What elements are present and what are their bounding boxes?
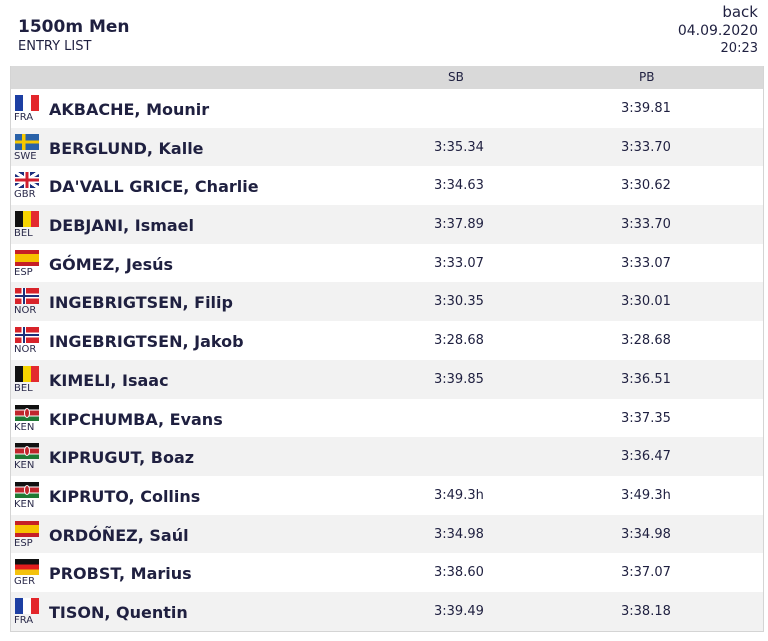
personal-best: 3:37.07	[621, 565, 671, 581]
season-best: 3:37.89	[434, 217, 484, 233]
table-row[interactable]: ESP ORDÓÑEZ, Saúl 3:34.98 3:34.98	[11, 514, 763, 554]
event-date: 04.09.2020	[677, 23, 758, 39]
table-row[interactable]: ESP GÓMEZ, Jesús 3:33.07 3:33.07	[11, 243, 763, 283]
country-flag-icon	[15, 95, 39, 111]
athlete-name[interactable]: AKBACHE, Mounir	[49, 100, 210, 119]
back-link[interactable]: back	[722, 3, 758, 21]
country-flag-icon	[15, 597, 39, 614]
kenya-shield-icon	[24, 446, 30, 457]
athlete-name[interactable]: INGEBRIGTSEN, Filip	[49, 293, 233, 313]
personal-best: 3:36.47	[621, 449, 671, 465]
season-best: 3:35.34	[434, 139, 484, 155]
country-flag-icon	[15, 211, 39, 228]
kenya-shield-icon	[24, 484, 30, 495]
personal-best: 3:39.81	[621, 101, 671, 116]
season-best: 3:28.68	[434, 333, 484, 349]
season-best: 3:49.3h	[434, 487, 484, 503]
personal-best: 3:33.70	[621, 139, 671, 155]
athlete-name[interactable]: KIPCHUMBA, Evans	[49, 409, 223, 429]
personal-best: 3:30.01	[621, 294, 671, 310]
personal-best: 3:37.35	[621, 410, 671, 426]
country-code: GBR	[14, 189, 36, 201]
athlete-name[interactable]: DA'VALL GRICE, Charlie	[49, 177, 259, 197]
country-flag-icon	[15, 365, 39, 382]
season-best: 3:34.63	[434, 178, 484, 194]
entry-list-table: SB PB FRA AKBACHE, Mounir 3:39.81 SWE BERGLU…	[10, 66, 764, 632]
country-code: SWE	[14, 150, 37, 162]
table-header: SB PB	[11, 66, 763, 89]
season-best: 3:39.85	[434, 371, 484, 387]
country-flag-icon	[15, 520, 39, 537]
table-row[interactable]: FRA AKBACHE, Mounir 3:39.81	[11, 89, 763, 128]
event-subtitle: ENTRY LIST	[18, 39, 92, 54]
table-body: FRA AKBACHE, Mounir 3:39.81 SWE BERGLUND, Ka…	[11, 89, 763, 631]
table-row[interactable]: FRA TISON, Quentin 3:39.49 3:38.18	[11, 591, 763, 631]
country-flag-icon	[15, 404, 39, 421]
country-code: NOR	[14, 344, 37, 356]
table-row[interactable]: KEN KIPRUTO, Collins 3:49.3h 3:49.3h	[11, 475, 763, 515]
page-header: 1500m Men ENTRY LIST back 04.09.2020 20:…	[0, 0, 768, 66]
table-row[interactable]: NOR INGEBRIGTSEN, Filip 3:30.35 3:30.01	[11, 282, 763, 322]
country-code: FRA	[14, 614, 34, 626]
table-row[interactable]: BEL KIMELI, Isaac 3:39.85 3:36.51	[11, 359, 763, 399]
event-time: 20:23	[720, 41, 758, 56]
table-row[interactable]: KEN KIPCHUMBA, Evans 3:37.35	[11, 398, 763, 438]
athlete-name[interactable]: GÓMEZ, Jesús	[49, 254, 174, 274]
personal-best: 3:38.18	[621, 603, 671, 619]
country-code: ESP	[14, 537, 33, 549]
season-best: 3:39.49	[434, 603, 484, 619]
personal-best: 3:33.07	[621, 255, 671, 271]
country-code: FRA	[14, 112, 34, 123]
personal-best: 3:34.98	[621, 526, 671, 542]
kenya-shield-icon	[24, 407, 30, 418]
season-best: 3:30.35	[434, 294, 484, 310]
season-best: 3:33.07	[434, 255, 484, 271]
season-best: 3:38.60	[434, 565, 484, 581]
table-row[interactable]: KEN KIPRUGUT, Boaz 3:36.47	[11, 437, 763, 476]
country-flag-icon	[15, 559, 39, 576]
table-row[interactable]: GBR DA'VALL GRICE, Charlie 3:34.63 3:30.62	[11, 166, 763, 206]
country-flag-icon	[15, 133, 39, 150]
athlete-name[interactable]: KIPRUGUT, Boaz	[49, 448, 195, 468]
athlete-name[interactable]: INGEBRIGTSEN, Jakob	[49, 332, 244, 352]
country-flag-icon	[15, 443, 39, 460]
country-flag-icon	[15, 172, 39, 189]
country-code: KEN	[14, 460, 35, 472]
country-code: GER	[14, 576, 36, 588]
personal-best: 3:33.70	[621, 217, 671, 233]
country-code: KEN	[14, 421, 35, 433]
country-code: ESP	[14, 266, 33, 278]
season-best: 3:34.98	[434, 526, 484, 542]
country-code: BEL	[14, 228, 33, 240]
athlete-name[interactable]: DEBJANI, Ismael	[49, 216, 195, 236]
athlete-name[interactable]: BERGLUND, Kalle	[49, 138, 204, 158]
country-code: NOR	[14, 305, 37, 317]
country-code: KEN	[14, 498, 35, 510]
personal-best: 3:30.62	[621, 178, 671, 194]
table-row[interactable]: SWE BERGLUND, Kalle 3:35.34 3:33.70	[11, 127, 763, 167]
column-header-pb: PB	[639, 70, 655, 84]
athlete-name[interactable]: KIMELI, Isaac	[49, 370, 169, 390]
country-flag-icon	[15, 481, 39, 498]
table-row[interactable]: GER PROBST, Marius 3:38.60 3:37.07	[11, 553, 763, 592]
personal-best: 3:36.51	[621, 371, 671, 387]
personal-best: 3:28.68	[621, 333, 671, 349]
table-row[interactable]: NOR INGEBRIGTSEN, Jakob 3:28.68 3:28.68	[11, 321, 763, 360]
country-flag-icon	[15, 288, 39, 305]
event-title: 1500m Men	[18, 17, 130, 37]
country-flag-icon	[15, 249, 39, 266]
athlete-name[interactable]: PROBST, Marius	[49, 564, 192, 584]
athlete-name[interactable]: ORDÓÑEZ, Saúl	[49, 525, 189, 545]
column-header-sb: SB	[448, 70, 464, 84]
athlete-name[interactable]: KIPRUTO, Collins	[49, 486, 201, 506]
athlete-name[interactable]: TISON, Quentin	[49, 602, 188, 622]
personal-best: 3:49.3h	[621, 487, 671, 503]
country-code: BEL	[14, 382, 33, 394]
table-row[interactable]: BEL DEBJANI, Ismael 3:37.89 3:33.70	[11, 205, 763, 244]
country-flag-icon	[15, 327, 39, 344]
